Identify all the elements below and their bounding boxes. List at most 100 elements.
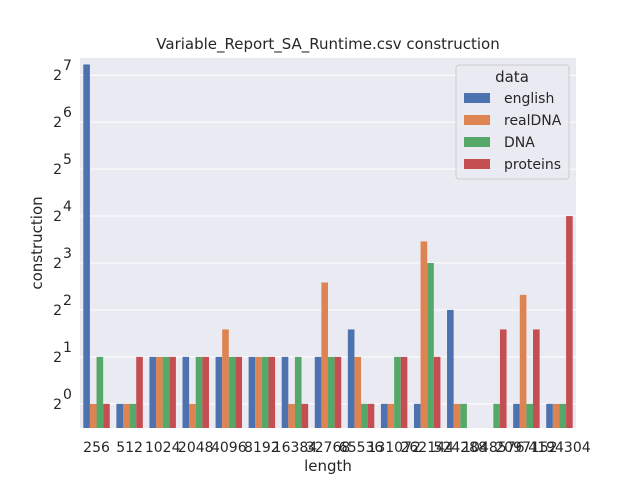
bar-DNA-1024	[162, 356, 170, 428]
bar-DNA-8192	[261, 356, 269, 428]
bar-realDNA-8192	[255, 356, 262, 428]
bar-realDNA-32768	[321, 282, 328, 428]
x-tick-label: 8192	[244, 440, 280, 456]
bar-realDNA-4194304	[552, 403, 560, 428]
bar-DNA-256	[96, 356, 104, 428]
x-tick-label: 131072	[367, 440, 420, 456]
y-tick-exponent: 5	[63, 152, 72, 168]
legend-swatch-english	[464, 93, 490, 103]
bar-DNA-4096	[228, 356, 236, 428]
bar-english-131072	[380, 403, 388, 428]
x-tick-label: 65536	[339, 440, 384, 456]
y-axis-label: construction	[28, 196, 46, 289]
bar-english-32768	[314, 356, 322, 428]
bar-proteins-4194304	[566, 216, 573, 428]
bar-DNA-16384	[294, 356, 302, 428]
legend-label-realDNA: realDNA	[504, 113, 562, 129]
bar-realDNA-512	[122, 403, 130, 428]
legend: data english realDNA DNA proteins	[455, 64, 570, 180]
legend-swatch-DNA	[464, 137, 490, 147]
bar-realDNA-2048	[189, 403, 196, 428]
bar-proteins-2097152	[533, 329, 540, 428]
bar-english-512	[116, 403, 123, 428]
bar-proteins-65536	[367, 403, 375, 428]
x-tick-label: 256	[83, 440, 110, 456]
bar-realDNA-16384	[288, 403, 295, 428]
x-tick-label: 512	[116, 440, 143, 456]
bar-realDNA-4096	[222, 329, 229, 428]
x-tick-label: 32768	[306, 440, 351, 456]
bar-proteins-256	[103, 403, 110, 428]
bar-DNA-2097152	[526, 403, 534, 428]
bar-proteins-1024	[169, 356, 176, 428]
bar-DNA-131072	[394, 356, 401, 428]
legend-label-proteins: proteins	[504, 157, 561, 173]
bar-proteins-262144	[433, 356, 441, 428]
bar-proteins-512	[136, 356, 143, 428]
bar-DNA-65536	[361, 403, 368, 428]
y-tick-exponent: 4	[63, 199, 72, 215]
legend-swatch-realDNA	[464, 115, 490, 125]
x-tick-label: 2097152	[495, 440, 557, 456]
bar-proteins-16384	[301, 403, 309, 428]
bar-english-8192	[248, 356, 256, 428]
x-tick-label: 4194304	[528, 440, 590, 456]
bar-DNA-4194304	[559, 403, 567, 428]
y-tick-label: 2	[53, 256, 62, 272]
bar-proteins-8192	[268, 356, 276, 428]
bar-english-1024	[149, 356, 157, 428]
bar-DNA-32768	[328, 356, 335, 428]
bar-DNA-524288	[460, 403, 467, 428]
bar-proteins-2048	[202, 356, 209, 428]
bar-english-256	[83, 64, 90, 428]
y-tick-exponent: 2	[63, 293, 72, 309]
bar-realDNA-131072	[387, 403, 395, 428]
bar-english-2097152	[513, 403, 520, 428]
bar-english-16384	[281, 356, 289, 428]
legend-label-DNA: DNA	[504, 135, 535, 151]
y-tick-exponent: 6	[63, 105, 72, 121]
bar-DNA-262144	[427, 262, 434, 428]
y-tick-label: 2	[53, 303, 62, 319]
x-tick-label: 1024	[145, 440, 181, 456]
bar-proteins-1048576	[499, 329, 507, 428]
bar-proteins-4096	[235, 356, 243, 428]
y-tick-label: 2	[53, 397, 62, 413]
bar-DNA-2048	[195, 356, 203, 428]
bar-english-524288	[447, 309, 454, 428]
y-tick-label: 2	[53, 115, 62, 131]
x-tick-labels: 256 512 1024204840968192163843276865536131…	[83, 440, 591, 456]
bar-realDNA-2097152	[519, 294, 527, 428]
x-tick-label: 2048	[178, 440, 214, 456]
bar-realDNA-524288	[453, 403, 461, 428]
x-tick-label: 1048576	[462, 440, 524, 456]
x-tick-label: 262144	[400, 440, 454, 456]
bar-proteins-131072	[400, 356, 408, 428]
x-tick-label: 16384	[273, 440, 318, 456]
bar-english-4096	[215, 356, 223, 428]
bar-realDNA-262144	[420, 241, 428, 428]
chart-title: Variable_Report_SA_Runtime.csv construct…	[156, 35, 499, 54]
bar-DNA-512	[129, 403, 137, 428]
x-axis-label: length	[304, 457, 352, 475]
y-tick-label: 2	[53, 68, 62, 84]
legend-title: data	[495, 68, 529, 86]
bar-english-2048	[182, 356, 190, 428]
y-tick-label: 2	[53, 162, 62, 178]
y-tick-exponent: 3	[63, 246, 72, 262]
bar-proteins-32768	[334, 356, 342, 428]
bar-realDNA-65536	[354, 356, 362, 428]
x-tick-label: 524288	[434, 440, 487, 456]
y-tick-exponent: 1	[63, 340, 72, 356]
legend-swatch-proteins	[464, 159, 490, 169]
y-tick-label: 2	[53, 209, 62, 225]
y-tick-exponent: 7	[63, 58, 72, 74]
bar-realDNA-256	[89, 403, 97, 428]
y-tick-label: 2	[53, 350, 62, 366]
y-tick-exponent: 0	[63, 387, 72, 403]
bar-realDNA-1024	[156, 356, 163, 428]
legend-label-english: english	[504, 91, 554, 107]
legend-items: english realDNA DNA proteins	[464, 91, 562, 173]
